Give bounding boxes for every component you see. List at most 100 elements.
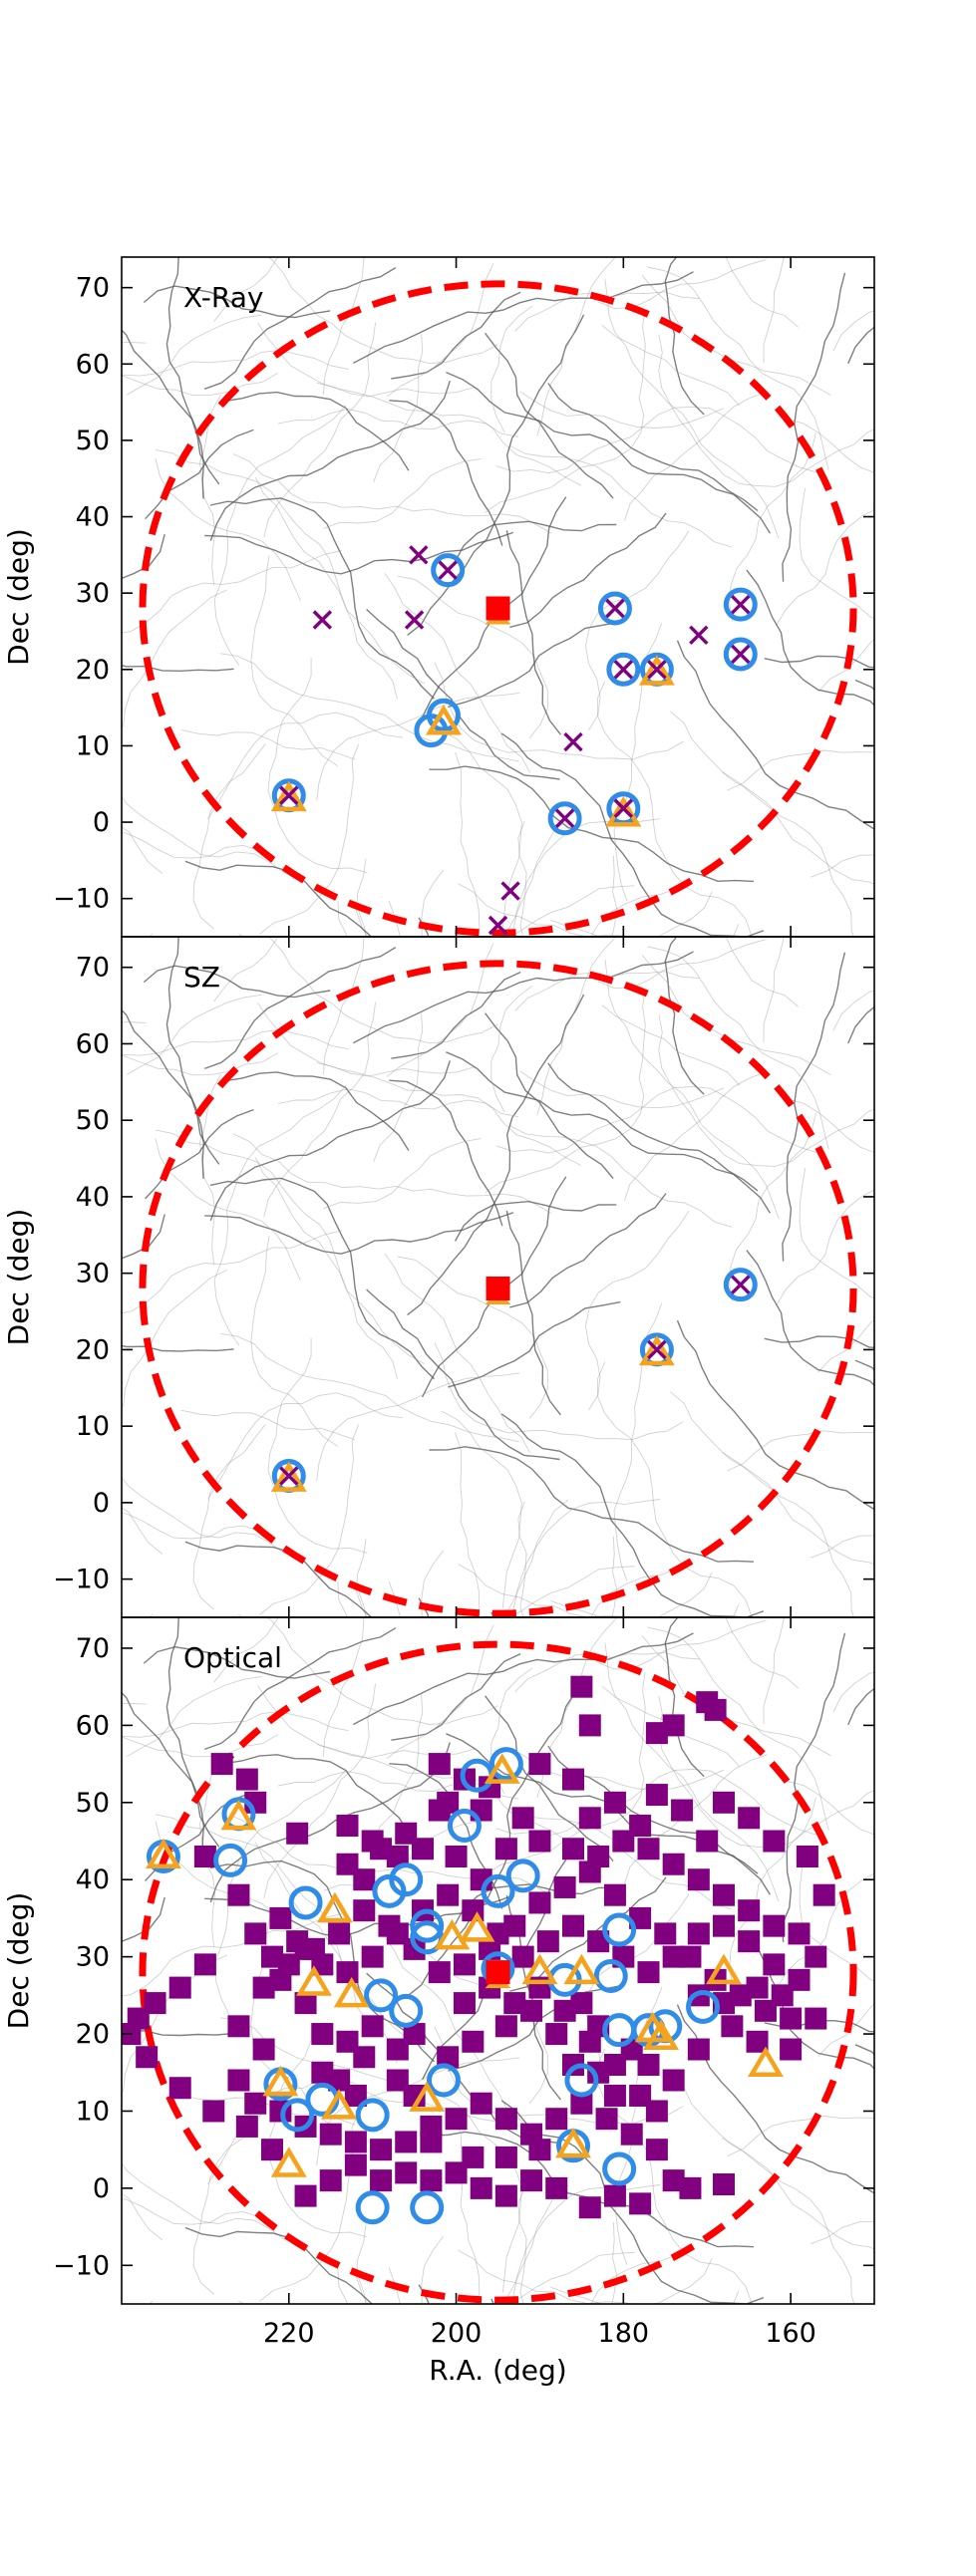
filament <box>373 1694 424 1844</box>
filament <box>204 531 514 575</box>
optical-cluster-square <box>336 1961 359 1984</box>
filament <box>455 1432 481 1617</box>
x-tick-label: 220 <box>263 2318 315 2349</box>
filament <box>155 1129 426 1364</box>
matched-cluster-triangle <box>638 655 675 686</box>
optical-cluster-square <box>386 1922 409 1945</box>
optical-cluster-square <box>528 1753 551 1776</box>
filament <box>490 931 494 937</box>
filament <box>126 994 262 1075</box>
filament <box>122 826 163 874</box>
matched-cluster-circle <box>213 1843 248 1877</box>
filament <box>384 573 531 773</box>
filament <box>257 1002 582 1166</box>
optical-cluster-square <box>645 1784 668 1807</box>
filament <box>122 1896 165 1942</box>
matched-cluster-circle <box>723 587 758 622</box>
filament <box>155 458 301 601</box>
filament <box>122 2192 163 2241</box>
optical-cluster-square <box>511 1945 534 1968</box>
filament <box>729 1113 816 1302</box>
filament <box>817 1318 874 1373</box>
filament <box>123 1270 227 1408</box>
optical-cluster-square <box>578 2030 601 2053</box>
optical-cluster-square <box>311 2061 334 2084</box>
y-tick-label: 60 <box>76 1028 110 1059</box>
filament <box>155 1138 301 1282</box>
filament <box>509 512 667 629</box>
filament <box>352 271 694 365</box>
matched-cluster-triangle <box>459 1911 495 1942</box>
matched-cluster-circle <box>364 1978 399 2013</box>
filament <box>536 257 617 436</box>
optical-cluster-square <box>227 1883 250 1906</box>
optical-cluster-square <box>503 1914 526 1937</box>
filament <box>517 1501 527 1617</box>
filament <box>421 2235 445 2304</box>
matched-cluster-triangle <box>605 795 642 827</box>
optical-cluster-square <box>227 2069 250 2092</box>
filament <box>143 285 331 319</box>
filament <box>455 2117 481 2304</box>
filament <box>126 1676 262 1757</box>
filament <box>505 2184 569 2304</box>
filament <box>337 2267 348 2304</box>
filament <box>623 391 768 521</box>
filament <box>509 1125 733 1228</box>
optical-cluster-square <box>738 1899 761 1922</box>
panel-sz: −10 0 10 20 30 40 50 60 70 SZ Dec (deg) <box>2 936 875 1618</box>
filament <box>155 448 426 685</box>
filament <box>799 487 874 620</box>
filament <box>664 1617 705 1778</box>
filament <box>254 476 398 700</box>
optical-cluster-square <box>603 2084 626 2107</box>
filament <box>658 1014 874 1167</box>
optical-cluster-square <box>462 2030 485 2053</box>
optical-cluster-square <box>603 1791 626 1814</box>
matched-cluster-circle <box>426 2063 461 2098</box>
optical-cluster-square <box>629 1815 652 1838</box>
filament <box>725 937 799 1007</box>
filament <box>490 986 533 1113</box>
filament <box>122 1513 261 1540</box>
optical-cluster-square <box>370 2169 393 2192</box>
y-tick-label: 10 <box>76 2096 110 2127</box>
optical-cluster-square <box>470 1799 492 1822</box>
filament <box>664 937 705 1095</box>
filament <box>658 335 874 487</box>
filament <box>547 1062 759 1192</box>
filament <box>257 322 582 486</box>
y-tick-label: 50 <box>76 1788 110 1819</box>
y-tick-label: 60 <box>76 1710 110 1741</box>
y-tick-label: −10 <box>53 2250 110 2281</box>
optical-cluster-square <box>353 1868 376 1891</box>
filament <box>391 291 521 380</box>
filament <box>495 1086 817 1154</box>
optical-cluster-square <box>553 1875 576 1898</box>
filament <box>356 858 368 937</box>
filament <box>746 569 874 707</box>
optical-cluster-square <box>286 1930 309 1953</box>
optical-cluster-square <box>578 1807 601 1830</box>
cluster-cross <box>613 660 634 680</box>
optical-cluster-square <box>562 2054 584 2077</box>
cluster-cross <box>438 560 458 580</box>
filament <box>500 1413 765 1617</box>
optical-cluster-square <box>645 2100 668 2123</box>
y-tick-label: 10 <box>76 730 110 761</box>
filament <box>799 1168 874 1299</box>
filament <box>213 1769 347 2031</box>
filament <box>373 333 424 482</box>
y-tick-label: 70 <box>76 273 110 304</box>
matched-cluster-circle <box>597 591 632 626</box>
optical-cluster-square <box>713 2173 735 2196</box>
filament <box>787 419 874 473</box>
filament <box>220 1332 519 1443</box>
y-tick-label: 0 <box>93 807 110 838</box>
optical-cluster-square <box>244 2092 267 2115</box>
filament <box>126 314 262 396</box>
optical-cluster-square <box>370 2139 393 2161</box>
filament <box>386 1624 494 1759</box>
matched-cluster-triangle <box>321 2089 358 2120</box>
